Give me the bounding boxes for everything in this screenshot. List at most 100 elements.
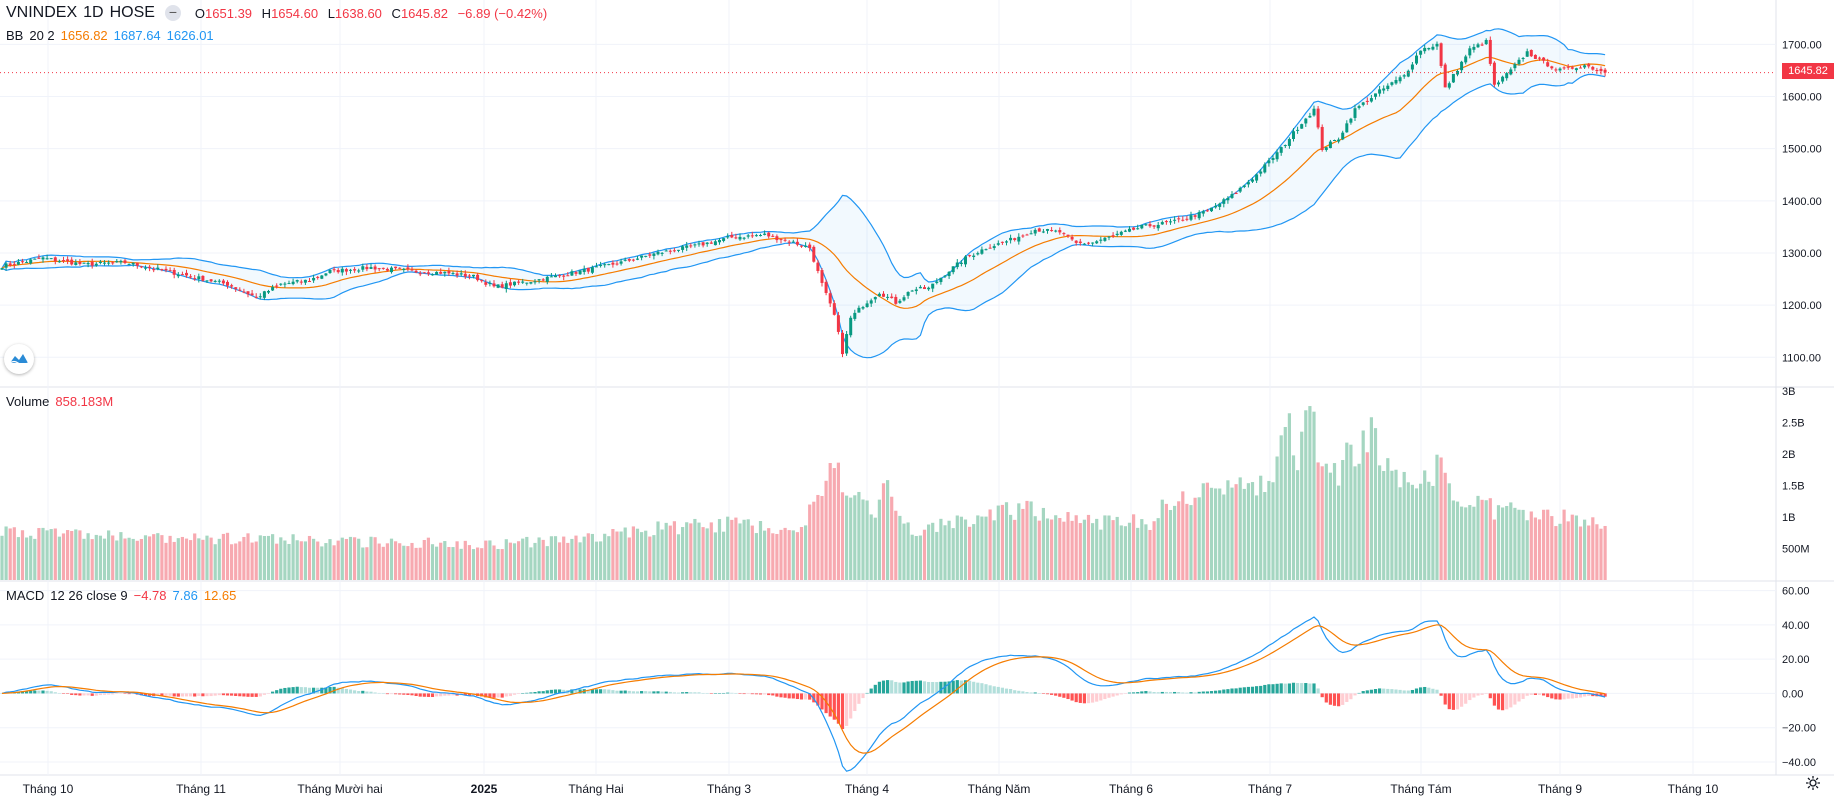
volume-bar bbox=[324, 543, 328, 580]
volume-bar bbox=[808, 504, 812, 580]
macd-hist-bar bbox=[1152, 692, 1156, 694]
candle bbox=[865, 300, 869, 308]
macd-hist-bar bbox=[1275, 683, 1279, 694]
volume-bar bbox=[738, 523, 742, 580]
bb-legend[interactable]: BB 20 2 1656.82 1687.64 1626.01 bbox=[6, 28, 220, 43]
candle bbox=[1328, 139, 1332, 149]
candle bbox=[148, 264, 152, 272]
candle-body bbox=[1173, 219, 1177, 221]
volume-bar bbox=[504, 539, 508, 580]
volume-bar bbox=[1160, 499, 1164, 580]
candle-body bbox=[1390, 82, 1394, 85]
candle-body bbox=[1029, 233, 1033, 235]
macd-hist-bar bbox=[927, 681, 931, 694]
candle-body bbox=[1419, 50, 1423, 55]
candle-body bbox=[738, 236, 742, 240]
candle-body bbox=[980, 249, 984, 254]
candle-body bbox=[16, 261, 20, 265]
candle bbox=[947, 271, 951, 279]
candle bbox=[189, 274, 193, 279]
volume-bar bbox=[1423, 470, 1427, 580]
candle bbox=[574, 270, 578, 276]
macd-hist-bar bbox=[201, 693, 205, 697]
candle bbox=[1521, 56, 1525, 62]
candle-body bbox=[1341, 132, 1345, 140]
candle-body bbox=[353, 269, 357, 271]
candle bbox=[1345, 120, 1349, 133]
volume-bar bbox=[1595, 524, 1599, 580]
candle-body bbox=[144, 267, 147, 269]
candle bbox=[1099, 236, 1103, 244]
candle-body bbox=[1046, 229, 1049, 231]
volume-bar bbox=[373, 537, 377, 580]
macd-hist-bar bbox=[1218, 690, 1222, 694]
volume-bar bbox=[1164, 503, 1168, 580]
interval-label[interactable]: 1D bbox=[83, 4, 104, 21]
volume-bar bbox=[328, 539, 332, 580]
candle-body bbox=[1152, 225, 1156, 227]
volume-bar bbox=[443, 541, 447, 580]
candle bbox=[1132, 226, 1136, 231]
candle bbox=[976, 251, 980, 256]
volume-bar bbox=[1476, 495, 1480, 580]
candle bbox=[1054, 229, 1058, 233]
candle-body bbox=[992, 246, 996, 249]
tradingview-logo-icon[interactable] bbox=[4, 344, 34, 374]
symbol-name[interactable]: VNINDEX bbox=[6, 4, 78, 21]
candle-body bbox=[1566, 66, 1570, 68]
candle-body bbox=[574, 272, 578, 274]
macd-legend[interactable]: MACD 12 26 close 9 −4.78 7.86 12.65 bbox=[6, 588, 242, 603]
macd-hist-bar bbox=[1554, 693, 1558, 700]
candle bbox=[1205, 208, 1209, 212]
candle bbox=[1046, 228, 1049, 234]
candle-body bbox=[865, 303, 869, 308]
volume-bar bbox=[1058, 517, 1062, 580]
volume-bar bbox=[791, 530, 795, 580]
macd-hist-bar bbox=[750, 693, 754, 695]
volume-bar bbox=[689, 523, 693, 580]
macd-hist-bar bbox=[931, 682, 935, 694]
candle-body bbox=[390, 267, 393, 273]
candle-body bbox=[365, 266, 369, 270]
macd-hist-bar bbox=[853, 693, 857, 712]
macd-hist-bar bbox=[492, 693, 496, 698]
candle bbox=[1513, 62, 1517, 72]
candle-body bbox=[1070, 236, 1074, 240]
volume-bar bbox=[1205, 482, 1209, 580]
macd-hist-bar bbox=[1382, 688, 1386, 694]
y-tick-label: 1400.00 bbox=[1782, 196, 1822, 208]
candle-body bbox=[529, 282, 533, 284]
candle bbox=[1431, 43, 1435, 51]
minus-icon[interactable]: − bbox=[164, 5, 181, 21]
macd-hist-bar bbox=[615, 690, 619, 694]
volume-bar bbox=[451, 547, 455, 580]
candle-body bbox=[1226, 197, 1230, 201]
macd-hist-bar bbox=[98, 693, 102, 696]
macd-hist-bar bbox=[832, 693, 836, 720]
y-tick-label: 1200.00 bbox=[1782, 300, 1822, 312]
candle-body bbox=[1050, 230, 1054, 232]
candle-body bbox=[406, 267, 410, 270]
candle-body bbox=[213, 280, 217, 282]
candle-body bbox=[1345, 123, 1349, 133]
macd-hist-bar bbox=[996, 686, 1000, 694]
candle-body bbox=[1185, 218, 1189, 220]
candle bbox=[586, 267, 590, 274]
volume-bar bbox=[254, 541, 258, 580]
gear-icon[interactable] bbox=[1802, 772, 1824, 794]
candle-body bbox=[1595, 70, 1599, 72]
volume-bar bbox=[164, 542, 168, 580]
macd-hist-bar bbox=[1185, 692, 1189, 694]
macd-hist-bar bbox=[533, 692, 537, 694]
candle bbox=[0, 267, 4, 270]
candle bbox=[390, 266, 393, 274]
macd-hist-bar bbox=[41, 690, 45, 694]
macd-hist-bar bbox=[1033, 692, 1037, 694]
candle-body bbox=[1111, 235, 1115, 237]
volume-legend[interactable]: Volume 858.183M bbox=[6, 394, 119, 409]
volume-bar bbox=[717, 519, 722, 580]
macd-hist-bar bbox=[1050, 693, 1054, 695]
symbol-legend: VNINDEX 1D HOSE − O1651.39 H1654.60 L163… bbox=[6, 4, 559, 22]
